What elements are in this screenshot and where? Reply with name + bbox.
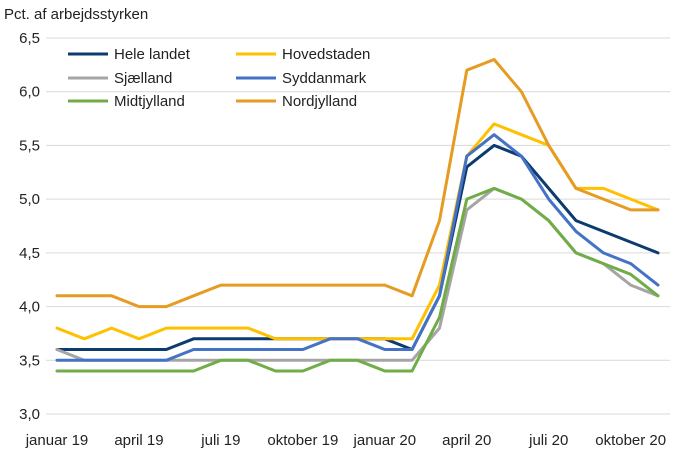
y-tick-label: 6,5: [19, 30, 40, 47]
y-tick-label: 4,0: [19, 299, 40, 316]
y-tick-label: 5,5: [19, 137, 40, 154]
x-tick-label: januar 20: [353, 432, 417, 449]
legend-entry: Sjælland: [114, 70, 172, 87]
series-line: [55, 133, 660, 362]
legend-entry: Hovedstaden: [282, 46, 370, 63]
legend-entry: Syddanmark: [282, 70, 367, 87]
legend-entry: Hele landet: [114, 46, 191, 63]
series-lines: [55, 58, 660, 373]
y-tick-label: 6,0: [19, 84, 40, 101]
series-line: [55, 58, 660, 309]
series-line: [55, 186, 660, 373]
y-tick-label: 4,5: [19, 245, 40, 262]
x-tick-label: april 20: [442, 432, 491, 449]
x-tick-label: oktober 19: [267, 432, 338, 449]
legend-entry: Nordjylland: [282, 93, 357, 110]
x-tick-label: januar 19: [25, 432, 89, 449]
y-axis-label: Pct. af arbejdsstyrken: [4, 6, 148, 23]
y-tick-label: 5,0: [19, 191, 40, 208]
x-tick-label: oktober 20: [595, 432, 666, 449]
legend-entry: Midtjylland: [114, 93, 185, 110]
x-tick-label: juli 20: [528, 432, 568, 449]
y-tick-label: 3,0: [19, 406, 40, 423]
y-tick-label: 3,5: [19, 352, 40, 369]
x-tick-label: juli 19: [200, 432, 240, 449]
y-axis-ticks: 3,0 3,5 4,0 4,5 5,0 5,5 6,0 6,5: [19, 30, 40, 423]
x-tick-label: april 19: [114, 432, 163, 449]
x-axis-ticks: januar 19 april 19 juli 19 oktober 19 januar…: [25, 432, 666, 449]
legend: Hele landet Hovedstaden Sjælland Syddanmark…: [68, 46, 370, 110]
